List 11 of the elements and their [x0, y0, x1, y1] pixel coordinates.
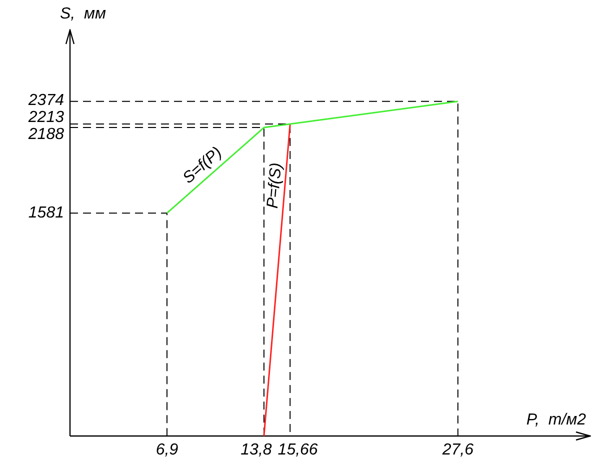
- x-tick-label: 13,8: [240, 441, 272, 458]
- y-tick-label: 2213: [27, 109, 64, 126]
- x-tick-label: 27,6: [441, 441, 474, 458]
- y-axis-title: S, мм: [60, 5, 106, 22]
- annotation: P=f(S): [264, 162, 286, 210]
- y-tick-label: 2188: [27, 126, 64, 144]
- x-axis-title: P, т/м2: [526, 411, 586, 428]
- y-tick-label: 1581: [28, 204, 64, 222]
- x-tick-label: 15,66: [278, 441, 318, 458]
- y-tick-label: 2374: [27, 92, 64, 110]
- x-tick-label: 6,9: [156, 441, 178, 458]
